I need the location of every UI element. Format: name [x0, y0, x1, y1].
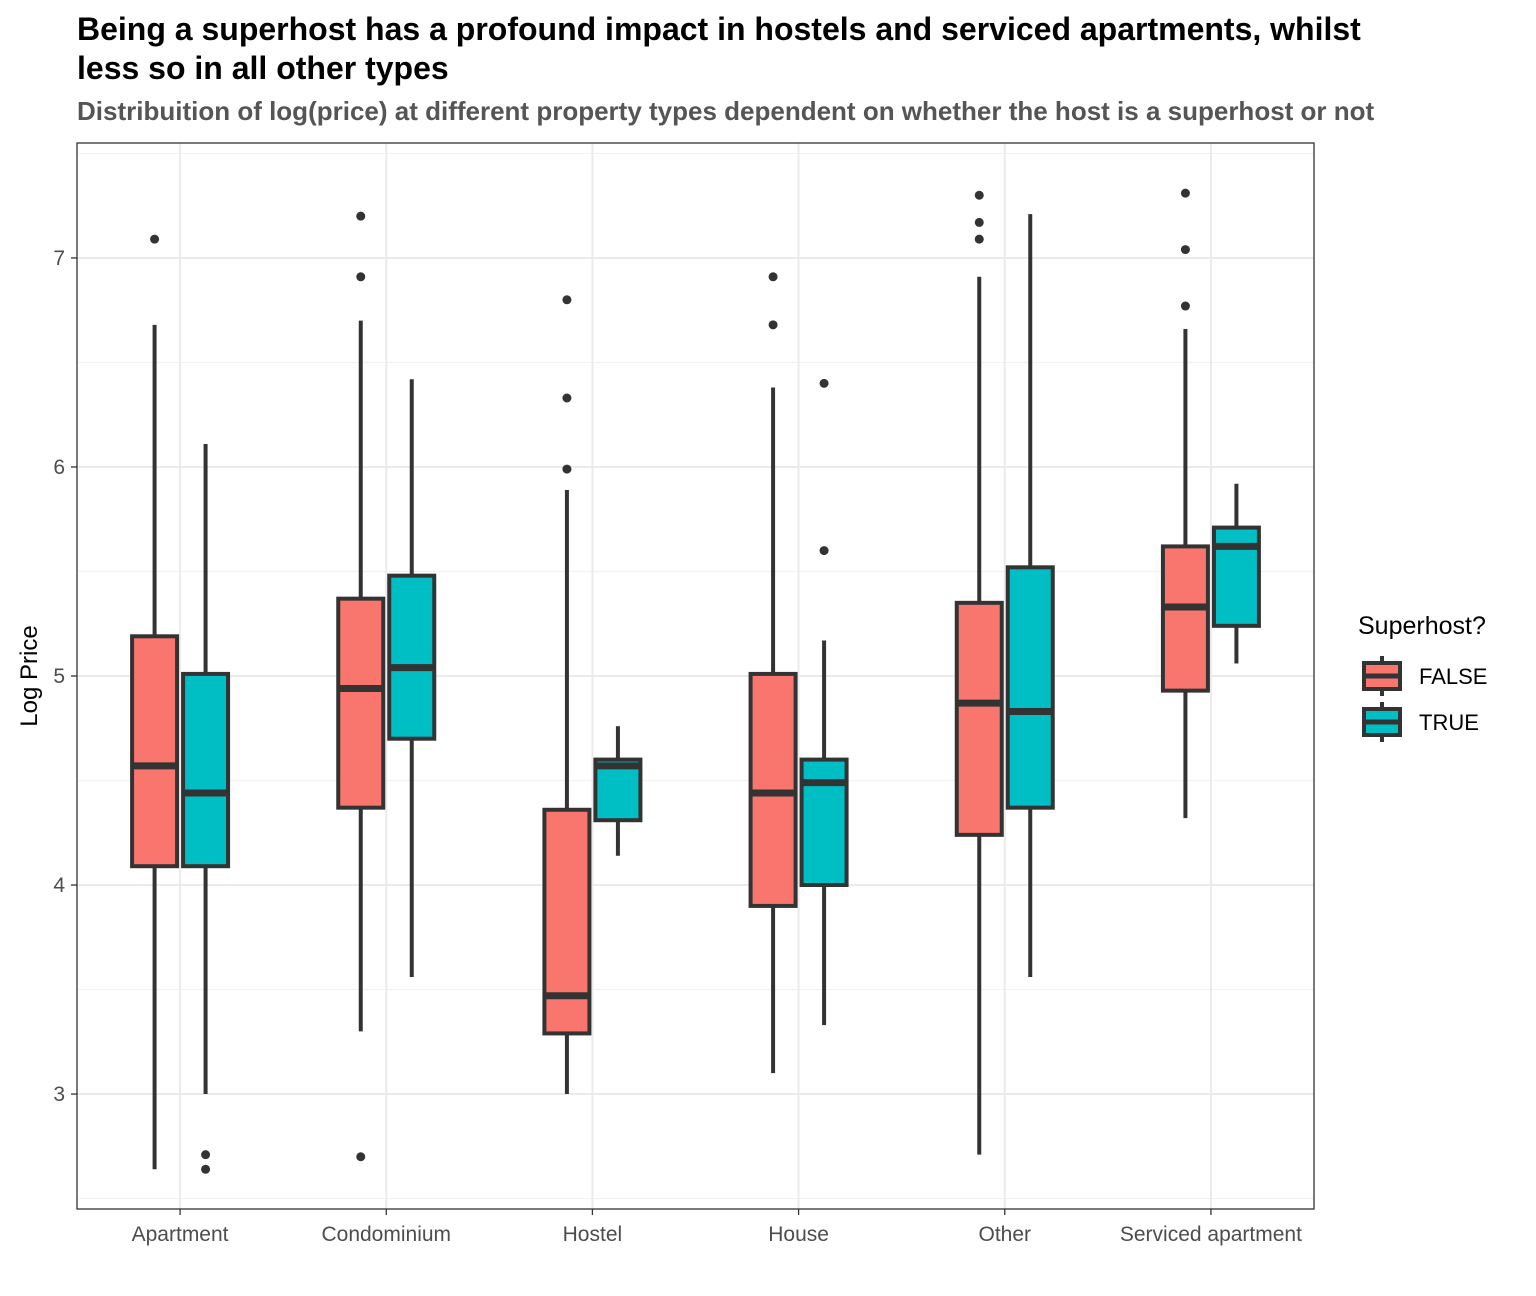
- box-hostel-false: [542, 295, 592, 1095]
- box-body: [130, 634, 180, 869]
- outlier-point: [201, 1150, 211, 1160]
- outlier-point: [562, 464, 572, 474]
- y-tick-label: 3: [53, 1083, 65, 1106]
- box-house-false: [748, 272, 798, 1074]
- y-tick-label: 6: [53, 456, 65, 479]
- boxplot-layer: [130, 188, 1261, 1174]
- outlier-point: [768, 320, 778, 330]
- axis-layer: 3 4 5 6 7 Apartment Condominium Hostel House Othe…: [53, 247, 1302, 1246]
- box-condominium-true: [387, 379, 437, 977]
- legend-item-false: FALSE: [1362, 656, 1487, 696]
- box-other-true: [1005, 214, 1055, 977]
- legend-label: TRUE: [1419, 710, 1479, 735]
- box-body: [387, 573, 437, 741]
- y-tick-label: 5: [53, 665, 65, 688]
- legend-title: Superhost?: [1358, 612, 1486, 640]
- box-body: [1211, 525, 1261, 628]
- outlier-point: [974, 217, 984, 227]
- box-hostel-true: [593, 726, 643, 856]
- y-tick-label: 7: [53, 247, 65, 270]
- outlier-point: [819, 378, 829, 388]
- x-tick-label: Serviced apartment: [1120, 1223, 1302, 1246]
- outlier-point: [356, 1152, 366, 1162]
- box-body: [542, 807, 592, 1036]
- box-body: [954, 600, 1004, 837]
- outlier-point: [356, 272, 366, 282]
- outlier-point: [1180, 188, 1190, 198]
- box-body: [336, 596, 386, 810]
- box-body: [593, 757, 643, 823]
- y-tick-label: 4: [53, 874, 65, 897]
- box-house-true: [799, 378, 849, 1026]
- chart-title: Being a superhost has a profound impact …: [77, 11, 1361, 86]
- outlier-point: [1180, 301, 1190, 311]
- outlier-point: [562, 295, 572, 305]
- outlier-point: [819, 546, 829, 556]
- outlier-point: [1180, 245, 1190, 255]
- outlier-point: [974, 234, 984, 244]
- x-tick-label: Apartment: [132, 1223, 229, 1246]
- outlier-point: [768, 272, 778, 282]
- outlier-point: [974, 190, 984, 200]
- x-tick-label: Hostel: [563, 1223, 623, 1246]
- legend-item-true: TRUE: [1362, 702, 1479, 742]
- legend: Superhost? FALSE TRUE: [1358, 612, 1487, 742]
- box-serviced-apartment-false: [1160, 188, 1210, 819]
- x-tick-label: Condominium: [321, 1223, 451, 1246]
- outlier-point: [356, 211, 366, 221]
- box-serviced-apartment-true: [1211, 483, 1261, 664]
- box-body: [799, 757, 849, 888]
- y-axis-title: Log Price: [16, 625, 43, 726]
- outlier-point: [201, 1164, 211, 1174]
- legend-label: FALSE: [1419, 664, 1487, 689]
- outlier-point: [150, 234, 160, 244]
- chart-subtitle: Distribuition of log(price) at different…: [77, 96, 1375, 126]
- box-body: [1160, 544, 1210, 693]
- x-tick-label: Other: [978, 1223, 1031, 1246]
- box-apartment-false: [130, 234, 180, 1170]
- box-apartment-true: [181, 443, 231, 1174]
- box-body: [181, 671, 231, 869]
- box-body: [1005, 565, 1055, 810]
- outlier-point: [562, 393, 572, 403]
- x-tick-label: House: [768, 1223, 829, 1246]
- box-condominium-false: [336, 211, 386, 1162]
- grid-lines: [77, 143, 1314, 1209]
- box-other-false: [954, 190, 1004, 1155]
